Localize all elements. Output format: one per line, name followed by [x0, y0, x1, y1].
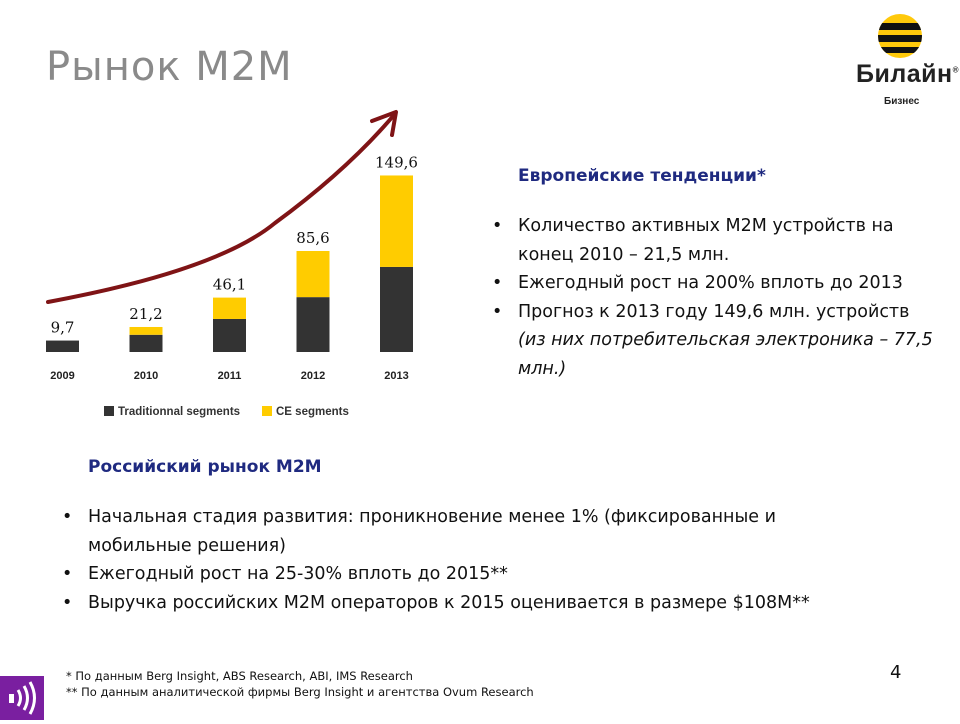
europe-heading: Европейские тенденции*	[518, 166, 766, 186]
europe-note: (из них потребительская электроника – 77…	[518, 330, 933, 379]
page-title: Рынок M2M	[46, 44, 293, 90]
legend-swatch-traditional	[104, 406, 114, 416]
bar-ce-2012	[296, 250, 330, 298]
legend-label-traditional: Traditionnal segments	[118, 406, 240, 418]
russia-list: Начальная стадия развития: проникновение…	[58, 503, 858, 617]
x-tick-2013: 2013	[384, 370, 408, 382]
beeline-logo: Билайн® Бизнес	[848, 12, 958, 112]
logo-name: Билайн®	[856, 60, 959, 88]
footnote: * По данным Berg Insight, ABS Research, …	[66, 669, 413, 683]
data-label-2010: 21,2	[129, 305, 162, 323]
bar-ce-2013	[380, 175, 413, 267]
x-tick-2009: 2009	[50, 370, 74, 382]
europe-list: Количество активных M2M устройств на кон…	[488, 212, 948, 383]
bar-ce-2011	[213, 297, 246, 319]
page-number: 4	[890, 662, 902, 683]
list-item: Количество активных M2M устройств на кон…	[488, 212, 948, 269]
list-item: Ежегодный рост на 200% вплоть до 2013	[488, 269, 948, 298]
bar-ce-2010	[129, 326, 163, 335]
list-item: Ежегодный рост на 25-30% вплоть до 2015*…	[58, 560, 858, 589]
x-tick-2010: 2010	[134, 370, 158, 382]
bar-traditional-2013	[380, 266, 413, 352]
list-item: Прогноз к 2013 году 149,6 млн. устройств…	[488, 298, 948, 384]
data-label-2012: 85,6	[296, 229, 329, 247]
russia-heading: Российский рынок M2M	[88, 457, 322, 477]
bar-traditional-2011	[213, 318, 246, 352]
m2m-market-chart: 9,7 2009 21,2 2010 46,1 2011 85,6 2012 149,6 2013…	[46, 110, 418, 418]
corner-badge	[0, 676, 44, 720]
beeline-ball-icon	[878, 14, 922, 58]
list-item: Начальная стадия развития: проникновение…	[58, 503, 858, 560]
x-tick-2012: 2012	[301, 370, 325, 382]
bar-traditional-2012	[296, 297, 330, 352]
legend-label-ce: CE segments	[276, 406, 349, 418]
data-label-2011: 46,1	[213, 276, 246, 294]
trend-arrow-head	[370, 110, 398, 137]
footnote: ** По данным аналитической фирмы Berg In…	[66, 685, 534, 699]
bar-traditional-2010	[129, 334, 163, 352]
list-item: Выручка российских M2M операторов к 2015…	[58, 589, 858, 618]
footnotes: * По данным Berg Insight, ABS Research, …	[66, 668, 534, 700]
trend-arrow-line	[46, 113, 396, 304]
bar-traditional-2009	[46, 340, 79, 352]
data-label-2009: 9,7	[51, 319, 75, 337]
sound-waves-icon	[9, 681, 36, 715]
logo-subtitle: Бизнес	[884, 96, 920, 107]
data-label-2013: 149,6	[375, 153, 418, 171]
legend-swatch-ce	[262, 406, 272, 416]
x-tick-2011: 2011	[218, 370, 242, 382]
